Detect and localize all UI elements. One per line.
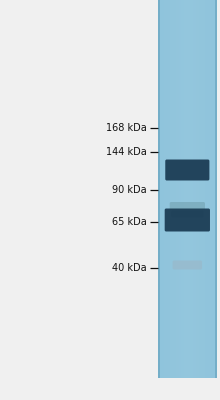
Text: 144 kDa: 144 kDa xyxy=(106,147,147,157)
Text: 65 kDa: 65 kDa xyxy=(112,217,147,227)
Bar xyxy=(215,0,217,378)
Bar xyxy=(190,0,193,378)
Bar xyxy=(208,0,211,378)
Bar xyxy=(173,0,176,378)
Bar xyxy=(202,0,205,378)
FancyBboxPatch shape xyxy=(171,210,204,218)
Bar xyxy=(170,0,173,378)
Bar xyxy=(182,0,184,378)
Bar xyxy=(164,0,167,378)
Bar xyxy=(158,0,160,378)
Bar xyxy=(205,0,208,378)
Bar xyxy=(158,0,217,378)
Text: 168 kDa: 168 kDa xyxy=(106,123,147,133)
Bar xyxy=(178,0,182,378)
Bar xyxy=(193,0,196,378)
Bar xyxy=(187,0,190,378)
Bar xyxy=(211,0,214,378)
Text: 40 kDa: 40 kDa xyxy=(112,263,147,273)
Bar xyxy=(158,0,161,378)
Bar xyxy=(176,0,178,378)
Bar xyxy=(196,0,199,378)
FancyBboxPatch shape xyxy=(173,260,202,270)
Bar xyxy=(161,0,164,378)
Bar xyxy=(199,0,202,378)
FancyBboxPatch shape xyxy=(170,202,205,210)
FancyBboxPatch shape xyxy=(165,208,210,232)
FancyBboxPatch shape xyxy=(165,160,209,180)
Bar xyxy=(184,0,187,378)
Bar xyxy=(214,0,217,378)
Text: 90 kDa: 90 kDa xyxy=(112,185,147,195)
Bar xyxy=(167,0,170,378)
